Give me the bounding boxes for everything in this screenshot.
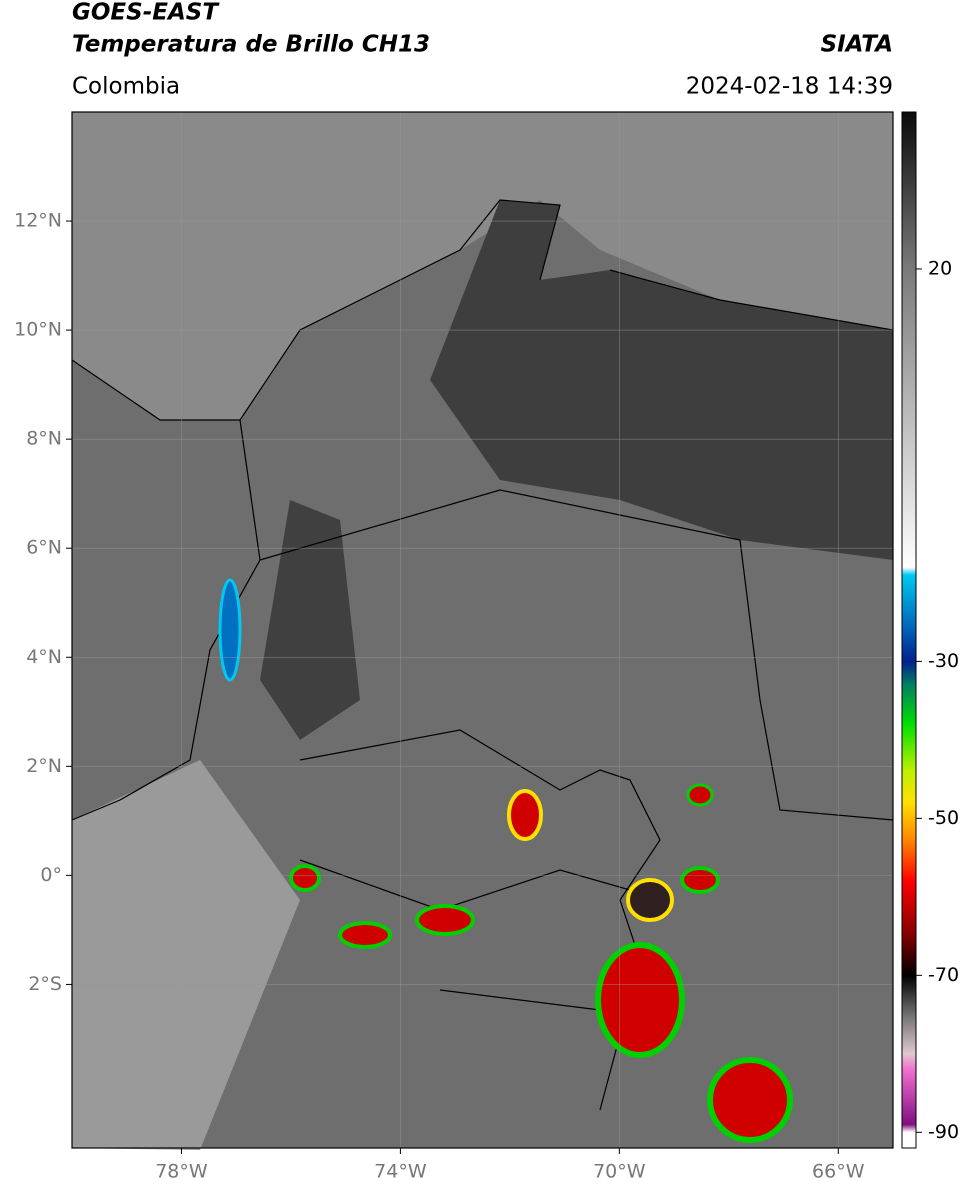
region: Colombia: [72, 74, 180, 100]
subtitle: Temperatura de Brillo CH13: [72, 32, 430, 58]
x-tick-label: 78°W: [155, 1161, 208, 1183]
colorbar-tick-label: -30: [928, 650, 959, 672]
storm-cell: [289, 864, 321, 892]
colorbar-tick-label: -50: [928, 807, 959, 829]
storm-cell: [507, 789, 543, 841]
colorbar-tick-label: -70: [928, 964, 959, 986]
map-image: [71, 112, 894, 1150]
y-tick-label: 0°: [40, 864, 62, 886]
colorbar: [901, 111, 917, 1149]
title: GOES-EAST: [72, 0, 220, 26]
x-tick-label: 66°W: [812, 1161, 865, 1183]
sea-area: [72, 112, 893, 420]
source: SIATA: [821, 32, 893, 58]
storm-cell: [415, 904, 475, 936]
y-tick-label: 6°N: [26, 537, 62, 559]
storm-cell: [680, 866, 720, 894]
storm-cell: [218, 578, 242, 682]
map-frame: [71, 111, 894, 1149]
grid: [72, 112, 893, 1148]
storm-cell: [338, 921, 392, 949]
colorbar-tick-label: -90: [928, 1121, 959, 1143]
storm-cell: [707, 1057, 793, 1143]
y-tick-label: 10°N: [14, 319, 62, 341]
colorbar-tick-label: 20: [928, 257, 952, 279]
dark-region: [430, 200, 893, 560]
x-tick-label: 70°W: [593, 1161, 646, 1183]
y-tick-label: 8°N: [26, 428, 62, 450]
y-tick-label: 2°S: [28, 973, 62, 995]
y-tick-label: 2°N: [26, 755, 62, 777]
storm-cell: [595, 942, 685, 1058]
storm-cell: [626, 878, 674, 922]
andes: [260, 500, 360, 740]
x-tick-label: 74°W: [374, 1161, 427, 1183]
y-tick-label: 4°N: [26, 646, 62, 668]
y-tick-label: 12°N: [14, 210, 62, 232]
borders: [71, 199, 894, 1111]
storm-cell: [686, 783, 714, 807]
datetime: 2024-02-18 14:39: [686, 74, 893, 100]
cloud-area: [72, 760, 300, 1150]
